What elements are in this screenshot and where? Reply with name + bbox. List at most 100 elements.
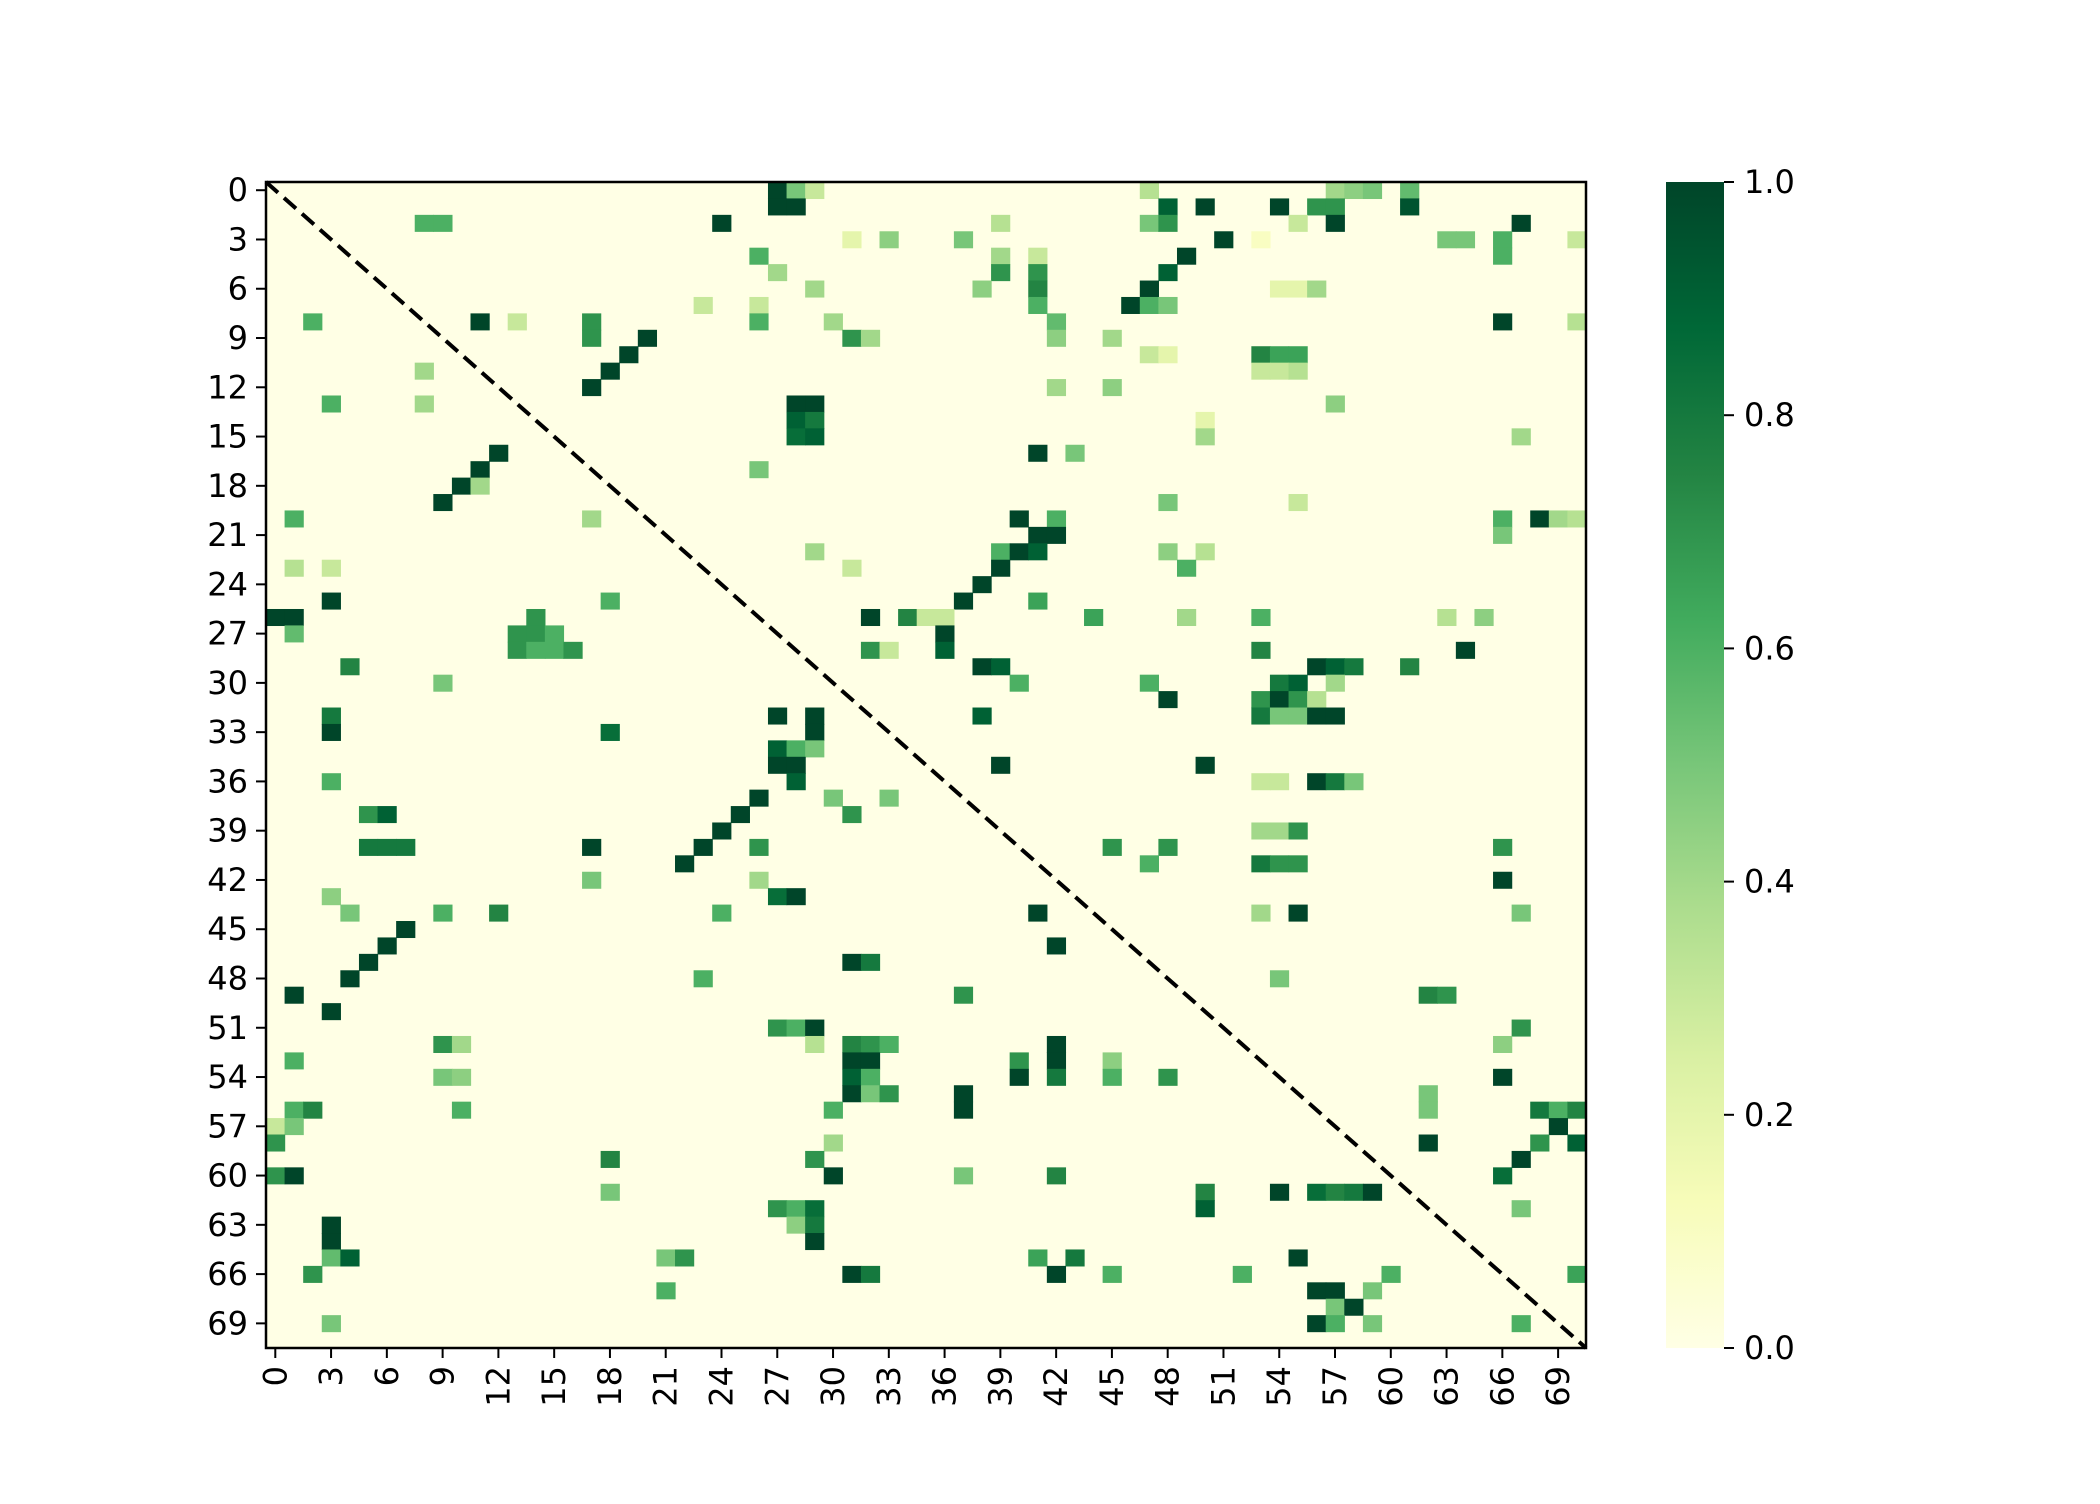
heatmap-cell <box>805 395 825 413</box>
heatmap-cell <box>656 1249 676 1267</box>
heatmap-cell <box>1028 904 1048 922</box>
heatmap-cell <box>340 904 360 922</box>
heatmap-cell <box>786 1019 806 1037</box>
colorbar <box>1666 182 1724 1348</box>
heatmap-cell <box>1307 658 1327 676</box>
heatmap-cell <box>823 313 843 331</box>
heatmap-cell <box>1176 559 1197 577</box>
heatmap-cell <box>358 806 379 824</box>
heatmap-cell <box>1028 264 1048 282</box>
heatmap-cell <box>935 641 955 659</box>
x-tick-label: 36 <box>926 1366 964 1407</box>
x-tick-label: 51 <box>1204 1366 1242 1407</box>
heatmap-cell <box>1176 247 1197 265</box>
heatmap-cell <box>470 313 490 331</box>
heatmap-cell <box>767 756 788 774</box>
heatmap-cell <box>433 1035 453 1053</box>
x-tick-label: 42 <box>1037 1366 1075 1407</box>
heatmap-cell <box>805 543 825 561</box>
heatmap-cell <box>1530 1134 1550 1152</box>
heatmap-cell <box>1344 773 1364 791</box>
heatmap-cell <box>1028 247 1048 265</box>
heatmap-cell <box>1195 198 1215 216</box>
y-tick-label: 3 <box>228 220 248 258</box>
heatmap-cell <box>451 477 472 495</box>
heatmap-cell <box>805 182 825 200</box>
heatmap-cell <box>1548 510 1569 528</box>
heatmap-cell <box>953 1101 974 1119</box>
heatmap-cell <box>1269 674 1290 692</box>
heatmap-cell <box>823 1134 843 1152</box>
heatmap-cell <box>1400 658 1420 676</box>
x-tick-label: 33 <box>870 1366 908 1407</box>
heatmap-cell <box>1102 1052 1122 1070</box>
y-tick-label: 9 <box>228 319 248 357</box>
heatmap-cell <box>1269 198 1290 216</box>
heatmap-cell <box>1511 428 1531 446</box>
heatmap-cell <box>1455 641 1476 659</box>
heatmap-cell <box>749 247 769 265</box>
heatmap-cell <box>582 838 602 856</box>
heatmap-cell <box>805 280 825 298</box>
heatmap-cell <box>1567 510 1587 528</box>
heatmap-cell <box>1158 264 1178 282</box>
heatmap-cell <box>749 461 769 479</box>
heatmap-cell <box>767 1019 788 1037</box>
heatmap-cell <box>1046 1068 1067 1086</box>
heatmap-cell <box>1567 1265 1587 1283</box>
heatmap-cell <box>284 1052 304 1070</box>
heatmap-cell <box>1344 1183 1364 1201</box>
heatmap-cell <box>340 658 360 676</box>
heatmap-cell <box>1455 231 1476 249</box>
heatmap-cell <box>1511 904 1531 922</box>
heatmap-cell <box>1139 296 1159 314</box>
heatmap-cell <box>805 1200 825 1218</box>
heatmap-cell <box>1046 1052 1067 1070</box>
heatmap-cell <box>860 1068 881 1086</box>
heatmap-cell <box>842 559 862 577</box>
heatmap-cell <box>805 1035 825 1053</box>
heatmap-cell <box>749 313 769 331</box>
x-axis: 0 3 6 9 12 15 18 21 24 27 30 33 36 39 42 45 48 51 54 57 60 63… <box>256 1348 1577 1407</box>
heatmap-cell <box>433 494 453 512</box>
heatmap-cell <box>1511 1019 1531 1037</box>
heatmap-cell <box>582 871 602 889</box>
heatmap-cell <box>786 411 806 429</box>
heatmap-cell <box>1288 674 1308 692</box>
heatmap-cells <box>266 182 1587 1333</box>
heatmap-cell <box>1158 543 1178 561</box>
heatmap-cell <box>451 1068 472 1086</box>
heatmap-cell <box>377 937 397 955</box>
heatmap-cell <box>321 559 341 577</box>
heatmap-cell <box>675 1249 695 1267</box>
heatmap-cell <box>1288 904 1308 922</box>
y-tick-label: 12 <box>207 368 248 406</box>
x-tick-label: 48 <box>1149 1366 1187 1407</box>
heatmap-cell <box>284 1118 304 1136</box>
heatmap-cell <box>544 625 565 643</box>
heatmap-cell <box>340 970 360 988</box>
heatmap-cell <box>991 559 1011 577</box>
heatmap-cell <box>786 773 806 791</box>
heatmap-cell <box>1381 1265 1401 1283</box>
heatmap-cell <box>321 707 341 725</box>
heatmap-cell <box>1028 526 1048 544</box>
heatmap-cell <box>805 707 825 725</box>
heatmap-cell <box>1307 691 1327 709</box>
heatmap-cell <box>1269 280 1290 298</box>
heatmap-cell <box>582 329 602 347</box>
heatmap-cell <box>600 1150 620 1168</box>
heatmap-cell <box>1232 1265 1252 1283</box>
heatmap-cell <box>1269 822 1290 840</box>
heatmap-cell <box>805 1150 825 1168</box>
x-tick-label: 66 <box>1483 1366 1521 1407</box>
heatmap-cell <box>842 806 862 824</box>
heatmap-cell <box>321 1249 341 1267</box>
heatmap-cell <box>991 264 1011 282</box>
heatmap-cell <box>1288 346 1308 364</box>
heatmap-cell <box>786 428 806 446</box>
y-tick-label: 39 <box>207 812 248 850</box>
x-tick-label: 9 <box>424 1366 462 1386</box>
heatmap-cell <box>991 658 1011 676</box>
heatmap-cell <box>1418 986 1438 1004</box>
